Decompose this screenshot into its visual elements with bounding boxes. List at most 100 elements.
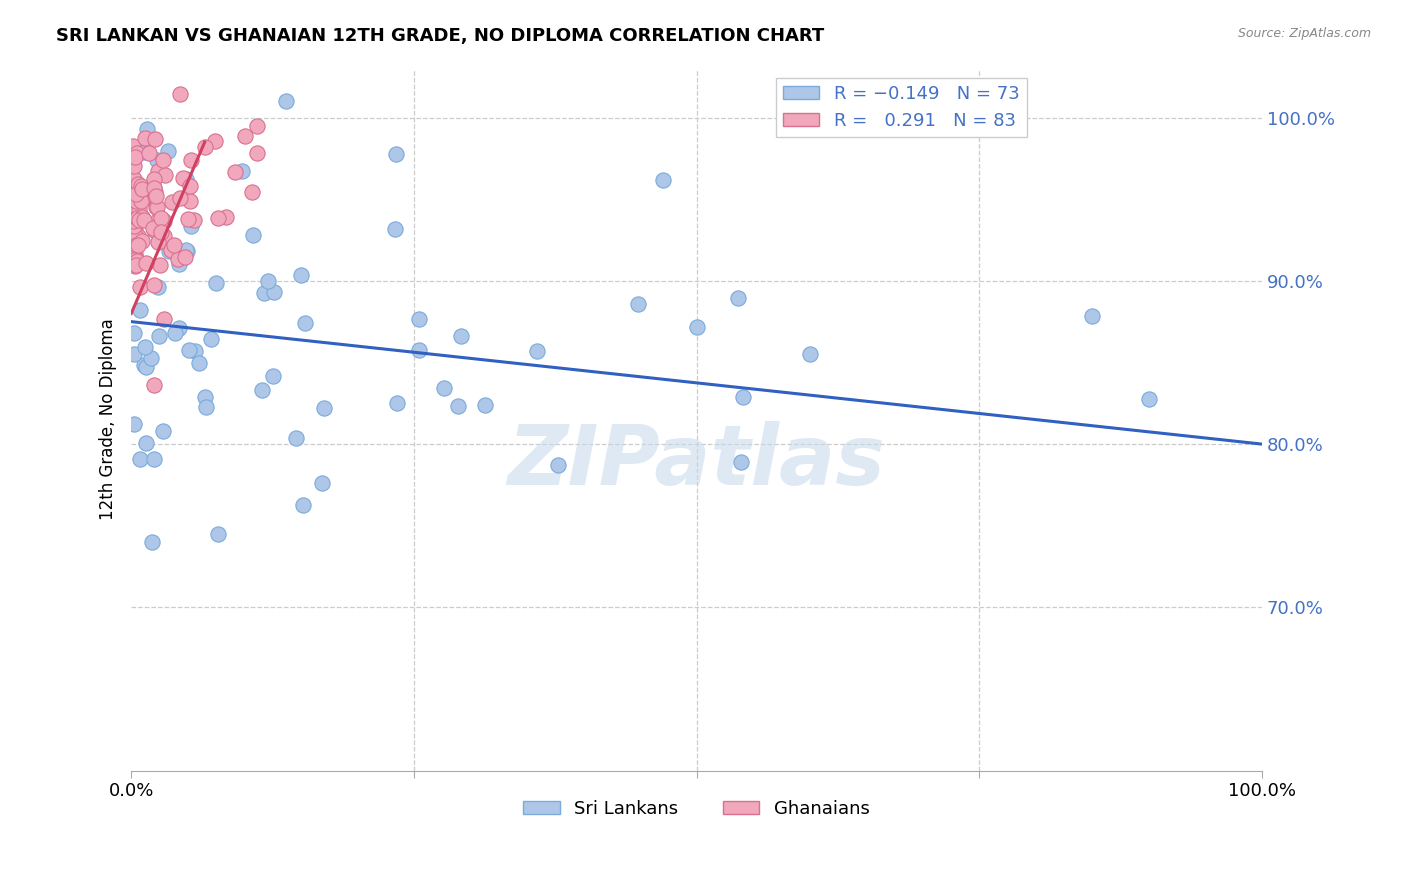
Point xyxy=(127,211,149,225)
Text: ZIPatlas: ZIPatlas xyxy=(508,421,886,502)
Point xyxy=(385,147,408,161)
Point xyxy=(146,200,169,214)
Point xyxy=(153,169,176,183)
Point xyxy=(143,218,166,232)
Point xyxy=(733,390,755,404)
Point xyxy=(276,94,298,108)
Point xyxy=(146,164,169,178)
Point xyxy=(160,194,183,209)
Point xyxy=(152,424,174,438)
Point xyxy=(134,358,156,372)
Point xyxy=(132,213,155,227)
Point xyxy=(128,279,150,293)
Point xyxy=(193,140,215,154)
Point xyxy=(125,253,148,268)
Point xyxy=(129,303,152,318)
Point xyxy=(263,285,285,300)
Point xyxy=(143,131,166,145)
Point xyxy=(257,274,280,288)
Point xyxy=(122,231,145,245)
Point xyxy=(131,234,153,248)
Point xyxy=(124,219,146,234)
Point xyxy=(730,455,752,469)
Point xyxy=(124,326,146,340)
Point xyxy=(125,252,148,266)
Point xyxy=(121,211,143,226)
Point xyxy=(387,396,409,410)
Point xyxy=(179,194,201,208)
Point xyxy=(125,238,148,252)
Point xyxy=(142,378,165,392)
Point xyxy=(179,178,201,193)
Point xyxy=(246,146,269,161)
Point xyxy=(138,145,160,160)
Point xyxy=(160,243,183,257)
Point xyxy=(159,244,181,258)
Point xyxy=(166,252,188,266)
Y-axis label: 12th Grade, No Diploma: 12th Grade, No Diploma xyxy=(100,318,117,520)
Point xyxy=(314,401,336,415)
Point xyxy=(526,343,548,358)
Point xyxy=(128,202,150,216)
Point xyxy=(183,212,205,227)
Point xyxy=(122,172,145,186)
Point xyxy=(167,321,190,335)
Point xyxy=(179,343,201,358)
Point xyxy=(547,458,569,472)
Point xyxy=(122,172,145,186)
Point xyxy=(250,383,273,397)
Point xyxy=(146,212,169,227)
Point xyxy=(169,191,191,205)
Point xyxy=(240,185,263,199)
Point xyxy=(163,238,186,252)
Point xyxy=(294,316,316,330)
Point xyxy=(149,258,172,272)
Point xyxy=(292,498,315,512)
Point xyxy=(180,153,202,168)
Point xyxy=(129,179,152,194)
Point xyxy=(174,250,197,264)
Point xyxy=(131,182,153,196)
Point xyxy=(143,278,166,293)
Point xyxy=(153,214,176,228)
Point xyxy=(177,212,200,227)
Point xyxy=(152,311,174,326)
Point xyxy=(125,186,148,201)
Point xyxy=(246,119,269,133)
Point xyxy=(142,180,165,194)
Point xyxy=(1081,309,1104,323)
Point xyxy=(183,343,205,358)
Point xyxy=(224,165,246,179)
Point xyxy=(128,213,150,227)
Point xyxy=(727,291,749,305)
Point xyxy=(128,452,150,467)
Point xyxy=(146,153,169,167)
Point xyxy=(125,145,148,160)
Point xyxy=(474,398,496,412)
Point xyxy=(408,311,430,326)
Point xyxy=(174,172,197,186)
Point xyxy=(122,219,145,233)
Point xyxy=(433,381,456,395)
Point xyxy=(311,476,333,491)
Point xyxy=(172,171,194,186)
Point xyxy=(124,247,146,261)
Point xyxy=(165,326,187,340)
Point xyxy=(142,222,165,236)
Point xyxy=(652,172,675,186)
Point xyxy=(214,211,236,225)
Point xyxy=(124,223,146,237)
Point xyxy=(252,286,274,301)
Point xyxy=(627,296,650,310)
Point xyxy=(384,222,406,236)
Point xyxy=(799,347,821,361)
Point xyxy=(233,129,256,144)
Point xyxy=(129,194,152,209)
Point xyxy=(122,213,145,227)
Point xyxy=(145,200,167,214)
Point xyxy=(135,359,157,374)
Point xyxy=(450,329,472,343)
Point xyxy=(125,194,148,208)
Text: SRI LANKAN VS GHANAIAN 12TH GRADE, NO DIPLOMA CORRELATION CHART: SRI LANKAN VS GHANAIAN 12TH GRADE, NO DI… xyxy=(56,27,824,45)
Point xyxy=(231,163,253,178)
